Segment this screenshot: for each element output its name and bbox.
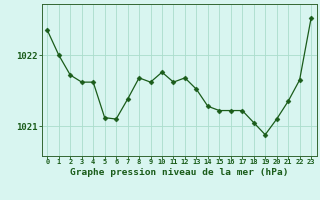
X-axis label: Graphe pression niveau de la mer (hPa): Graphe pression niveau de la mer (hPa): [70, 168, 288, 177]
